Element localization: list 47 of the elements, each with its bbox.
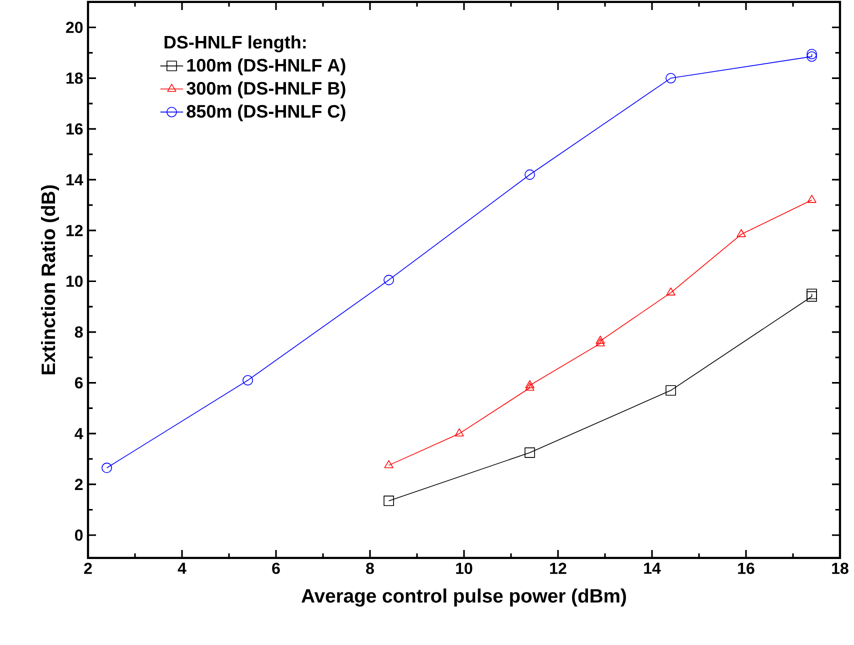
y-tick-label: 6 [74,377,83,388]
point [806,288,817,300]
point [384,496,394,506]
y-tick-label: 12 [66,224,83,236]
point [666,385,676,396]
y-tick-label: 16 [66,123,83,135]
y-tick-label: 18 [66,72,83,84]
point [524,169,536,180]
x-tick-label: 6 [272,562,280,574]
legend-label: 300m (DS-HNLF B) [186,81,346,98]
point [807,194,816,203]
legend-label: 850m (DS-HNLF C) [186,104,346,122]
x-tick-label: 2 [84,562,92,574]
y-tick-label: 8 [74,326,83,338]
x-tick-label: 12 [550,562,566,574]
x-tick-label: 10 [456,562,472,574]
x-tick-label: 16 [738,562,754,574]
point [806,291,817,302]
y-tick-label: 0 [75,529,83,541]
x-tick-label: 14 [644,562,661,574]
point [525,380,534,388]
point [242,375,254,386]
point [666,72,676,84]
y-tick-label: 10 [66,276,83,287]
y-tick-label: 2 [74,478,83,490]
point [736,229,746,238]
legend-label: 100m (DS-HNLF A) [187,58,346,76]
legend-title: DS-HNLF length: [164,35,306,52]
point [596,336,605,344]
point [384,274,394,286]
point [666,287,676,296]
point [525,382,534,391]
y-tick-label: 14 [66,174,84,186]
point [806,48,817,60]
point [806,51,817,62]
point [102,462,112,474]
y-tick-label: 20 [66,22,83,34]
x-tick-label: 18 [832,562,848,574]
point [454,428,464,436]
y-axis-title: Extinction Ratio (dB) [40,185,60,374]
y-tick-label: 4 [74,428,84,440]
x-tick-label: 8 [366,562,374,574]
point [596,338,605,346]
point [524,447,536,458]
x-axis-title: Average control pulse power (dBm) [302,588,626,607]
x-tick-label: 4 [178,562,186,574]
point [384,460,394,468]
